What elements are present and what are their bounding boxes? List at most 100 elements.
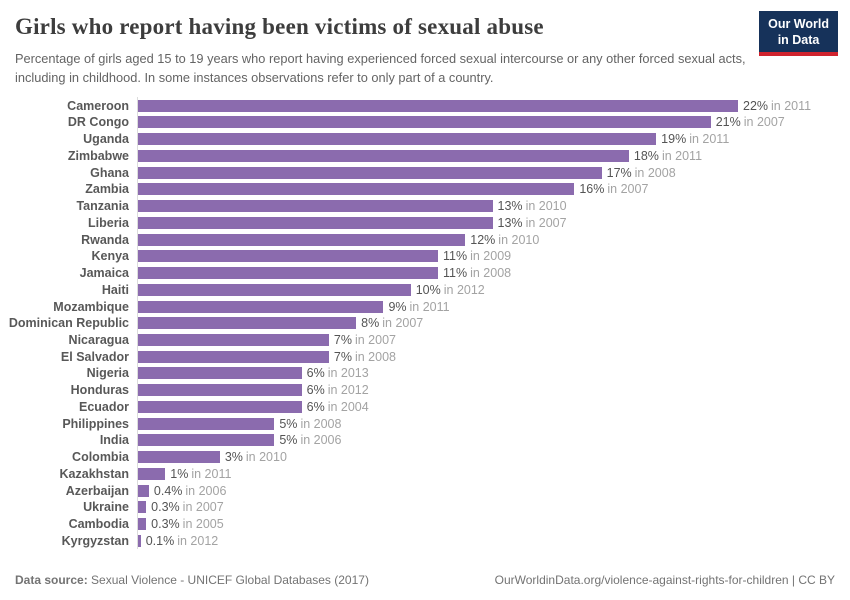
country-label: Zambia [85,182,129,197]
bar-track: 7% in 2008 [137,348,850,366]
country-label: Haiti [101,282,129,297]
country-label: Liberia [88,215,129,230]
bar-row: Ecuador 6% in 2004 [0,398,850,416]
bar[interactable] [138,534,141,547]
country-label: Cambodia [68,517,129,532]
bar-track: 7% in 2007 [137,331,850,349]
bar-row: DR Congo 21% in 2007 [0,114,850,131]
bar-row: Rwanda 12% in 2010 [0,231,850,248]
value-label: 7% in 2007 [334,333,396,347]
bar[interactable] [138,350,329,363]
country-label: Nigeria [86,366,129,381]
bar[interactable] [138,250,438,263]
value-label: 7% in 2008 [334,350,396,364]
value-year: in 2006 [185,483,227,498]
bar-row: Zimbabwe 18% in 2011 [0,147,850,165]
country-label: Jamaica [79,266,129,281]
value-percent: 16% [579,182,605,197]
footer-link[interactable]: OurWorldinData.org/violence-against-righ… [494,573,835,587]
country-label: Ukraine [83,500,129,515]
value-percent: 12% [470,232,496,247]
bar[interactable] [138,484,149,497]
value-label: 9% in 2011 [388,300,449,314]
value-percent: 0.3% [151,517,180,532]
country-label: Philippines [62,416,129,431]
value-year: in 2006 [300,433,342,448]
bar[interactable] [138,417,275,430]
bar[interactable] [138,99,738,112]
value-label: 6% in 2012 [307,383,369,397]
bar-row: Kyrgyzstan 0.1% in 2012 [0,532,850,550]
bar[interactable] [138,300,384,313]
value-label: 6% in 2004 [307,400,369,414]
bar[interactable] [138,400,302,413]
country-label: Honduras [70,383,129,398]
bar[interactable] [138,367,302,380]
value-year: in 2007 [182,500,224,515]
bar[interactable] [138,116,711,129]
value-percent: 22% [743,98,769,113]
bar[interactable] [138,451,220,464]
value-year: in 2007 [354,333,396,348]
bar[interactable] [138,200,493,213]
bar-row: Ukraine 0.3% in 2007 [0,499,850,516]
bar[interactable] [138,283,411,296]
value-label: 8% in 2007 [361,316,423,330]
bar-row: Mozambique 9% in 2011 [0,298,850,315]
value-label: 11% in 2008 [443,266,511,280]
value-year: in 2008 [470,266,512,281]
bar[interactable] [138,317,357,330]
country-label: Kazakhstan [59,466,129,481]
bar-row: Tanzania 13% in 2010 [0,197,850,215]
bar-track: 6% in 2013 [137,365,850,382]
bar-track: 11% in 2009 [137,247,850,265]
bar-track: 12% in 2010 [137,231,850,248]
bar-track: 21% in 2007 [137,114,850,131]
bar[interactable] [138,183,575,196]
bar[interactable] [138,467,166,480]
value-label: 5% in 2006 [279,433,341,447]
data-source-label: Data source: [15,573,88,587]
bar[interactable] [138,384,302,397]
bar[interactable] [138,166,602,179]
bar-row: Ghana 17% in 2008 [0,164,850,182]
value-year: in 2007 [382,316,424,331]
bar[interactable] [138,334,329,347]
value-percent: 8% [361,316,380,331]
value-year: in 2008 [354,349,396,364]
value-year: in 2007 [743,115,785,130]
bar-track: 0.4% in 2006 [137,482,850,499]
chart-header: Girls who report having been victims of … [0,0,850,87]
bar[interactable] [138,501,147,514]
value-label: 13% in 2007 [498,216,567,230]
bar[interactable] [138,434,275,447]
bar[interactable] [138,233,466,246]
bar[interactable] [138,518,147,531]
value-year: in 2004 [327,399,369,414]
value-year: in 2011 [409,299,450,314]
country-label: Mozambique [53,299,129,314]
bar[interactable] [138,133,657,146]
value-percent: 6% [306,366,325,381]
value-year: in 2010 [498,232,540,247]
value-label: 0.3% in 2005 [151,517,224,531]
bar-row: Nicaragua 7% in 2007 [0,331,850,349]
bar[interactable] [138,267,438,280]
owid-logo-line2: in Data [777,33,820,48]
value-percent: 9% [388,299,407,314]
value-percent: 7% [333,333,352,348]
value-percent: 13% [497,199,523,214]
bar-track: 22% in 2011 [137,97,850,115]
bar[interactable] [138,216,493,229]
bar-row: Jamaica 11% in 2008 [0,264,850,282]
bar[interactable] [138,149,629,162]
bar-track: 5% in 2008 [137,415,850,433]
bar-track: 9% in 2011 [137,298,850,315]
data-source: Data source: Sexual Violence - UNICEF Gl… [15,573,369,587]
value-percent: 13% [497,215,523,230]
value-label: 16% in 2007 [579,182,648,196]
bar-track: 16% in 2007 [137,181,850,198]
value-percent: 10% [415,282,441,297]
value-year: in 2010 [525,199,567,214]
